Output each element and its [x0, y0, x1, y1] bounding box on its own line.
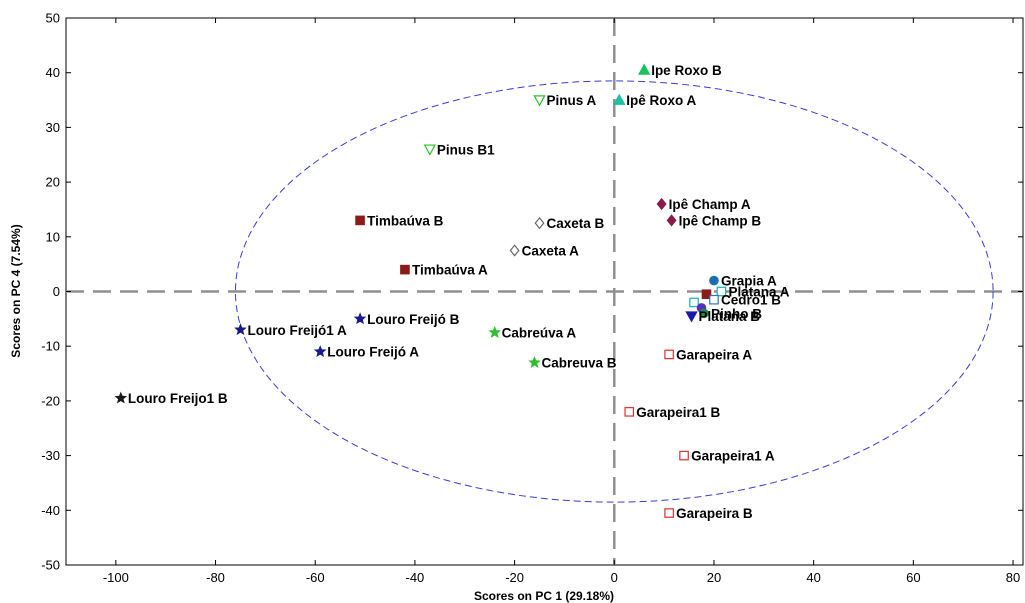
data-point-label: Ipê Champ B	[679, 213, 762, 228]
y-tick-label: -50	[41, 558, 60, 573]
data-point	[488, 325, 501, 338]
x-tick-label: 80	[1006, 570, 1020, 585]
data-point	[509, 244, 520, 257]
data-point-label: Louro Freijo1 B	[128, 391, 228, 406]
data-point	[716, 286, 727, 297]
x-tick-label: -100	[103, 570, 129, 585]
data-point-label: Louro Freijó B	[367, 312, 459, 327]
data-point-label: Cabreuva B	[542, 356, 617, 371]
data-point-label: Platana A	[728, 285, 789, 300]
data-point	[656, 197, 667, 211]
x-tick-label: 60	[906, 570, 920, 585]
data-point-label: Ipê Roxo A	[626, 93, 696, 108]
data-point-label: Garapeira A	[676, 347, 752, 362]
data-point-label: Pinus A	[547, 93, 597, 108]
data-point-label: Timbaúva B	[367, 213, 444, 228]
data-point-label: Pinho B	[711, 306, 762, 321]
data-point	[709, 294, 719, 305]
y-tick-label: -30	[41, 448, 60, 463]
data-point	[534, 216, 545, 230]
x-tick-label: 40	[806, 570, 820, 585]
y-axis: -50 -40 -30 -20 -10 0 10 20 30 40 50	[41, 11, 1023, 573]
data-point-label: Caxeta A	[522, 243, 580, 258]
reference-lines	[66, 18, 1023, 565]
y-tick-label: 30	[46, 120, 60, 135]
data-point-label: Cabreúva A	[502, 326, 577, 341]
confidence-ellipse	[234, 80, 994, 503]
data-point	[637, 63, 651, 75]
data-point	[355, 215, 365, 226]
data-point	[685, 311, 698, 323]
data-point-label: Garapeira1 B	[636, 405, 720, 420]
data-point-label: Timbaúva A	[412, 263, 488, 278]
data-points: Ipe Roxo B Ipê Roxo A Pinus A Pinus B1 Ipê C…	[114, 63, 790, 521]
data-point	[313, 345, 327, 357]
confidence-ellipse-layer	[234, 80, 994, 503]
data-point	[666, 214, 677, 227]
y-tick-label: -20	[41, 393, 60, 408]
data-point-label: Grapia A	[721, 274, 777, 289]
data-point	[679, 450, 689, 461]
data-point	[400, 264, 410, 275]
data-point	[423, 144, 437, 156]
data-point-label: Pinus B1	[437, 142, 495, 157]
data-point-label: Louro Freijó A	[327, 345, 419, 360]
y-axis-title: Scores on PC 4 (7.54%)	[9, 224, 23, 357]
y-tick-label: 50	[46, 11, 60, 26]
data-point	[699, 308, 709, 319]
x-tick-label: 0	[611, 570, 618, 585]
data-point	[664, 349, 674, 360]
y-tick-label: 0	[53, 284, 60, 299]
data-point-label: Platana B	[699, 309, 761, 324]
data-point	[624, 407, 635, 417]
data-point-label: Garapeira B	[676, 506, 753, 521]
data-point	[533, 95, 546, 107]
data-point	[353, 312, 367, 325]
data-point-label: Louro Freijó1 A	[247, 323, 347, 338]
data-point	[234, 323, 247, 336]
x-tick-label: -60	[306, 570, 325, 585]
x-tick-label: -20	[505, 570, 524, 585]
data-point	[114, 391, 128, 404]
y-tick-label: -40	[41, 503, 60, 518]
data-point	[701, 289, 712, 300]
y-tick-label: 20	[46, 175, 60, 190]
x-axis-title: Scores on PC 1 (29.18%)	[474, 589, 614, 603]
y-tick-label: 10	[46, 229, 60, 244]
y-tick-label: 40	[46, 65, 60, 80]
x-axis: -100 -80 -60 -40 -20 0 20 40 60 80	[103, 18, 1020, 585]
data-point-label: Ipe Roxo B	[651, 63, 722, 78]
data-point-label: Ipê Champ A	[669, 197, 751, 212]
x-tick-label: -80	[206, 570, 225, 585]
data-point-label: Cedro1 B	[721, 293, 781, 308]
x-tick-label: -40	[406, 570, 425, 585]
data-point	[664, 508, 674, 518]
data-point-label: Garapeira1 A	[691, 449, 775, 464]
data-point	[709, 275, 719, 286]
data-point	[689, 297, 699, 308]
y-tick-label: -10	[41, 339, 60, 354]
data-point-label: Caxeta B	[547, 216, 605, 231]
x-tick-label: 20	[707, 570, 721, 585]
data-point	[613, 93, 626, 105]
data-point	[528, 356, 541, 369]
